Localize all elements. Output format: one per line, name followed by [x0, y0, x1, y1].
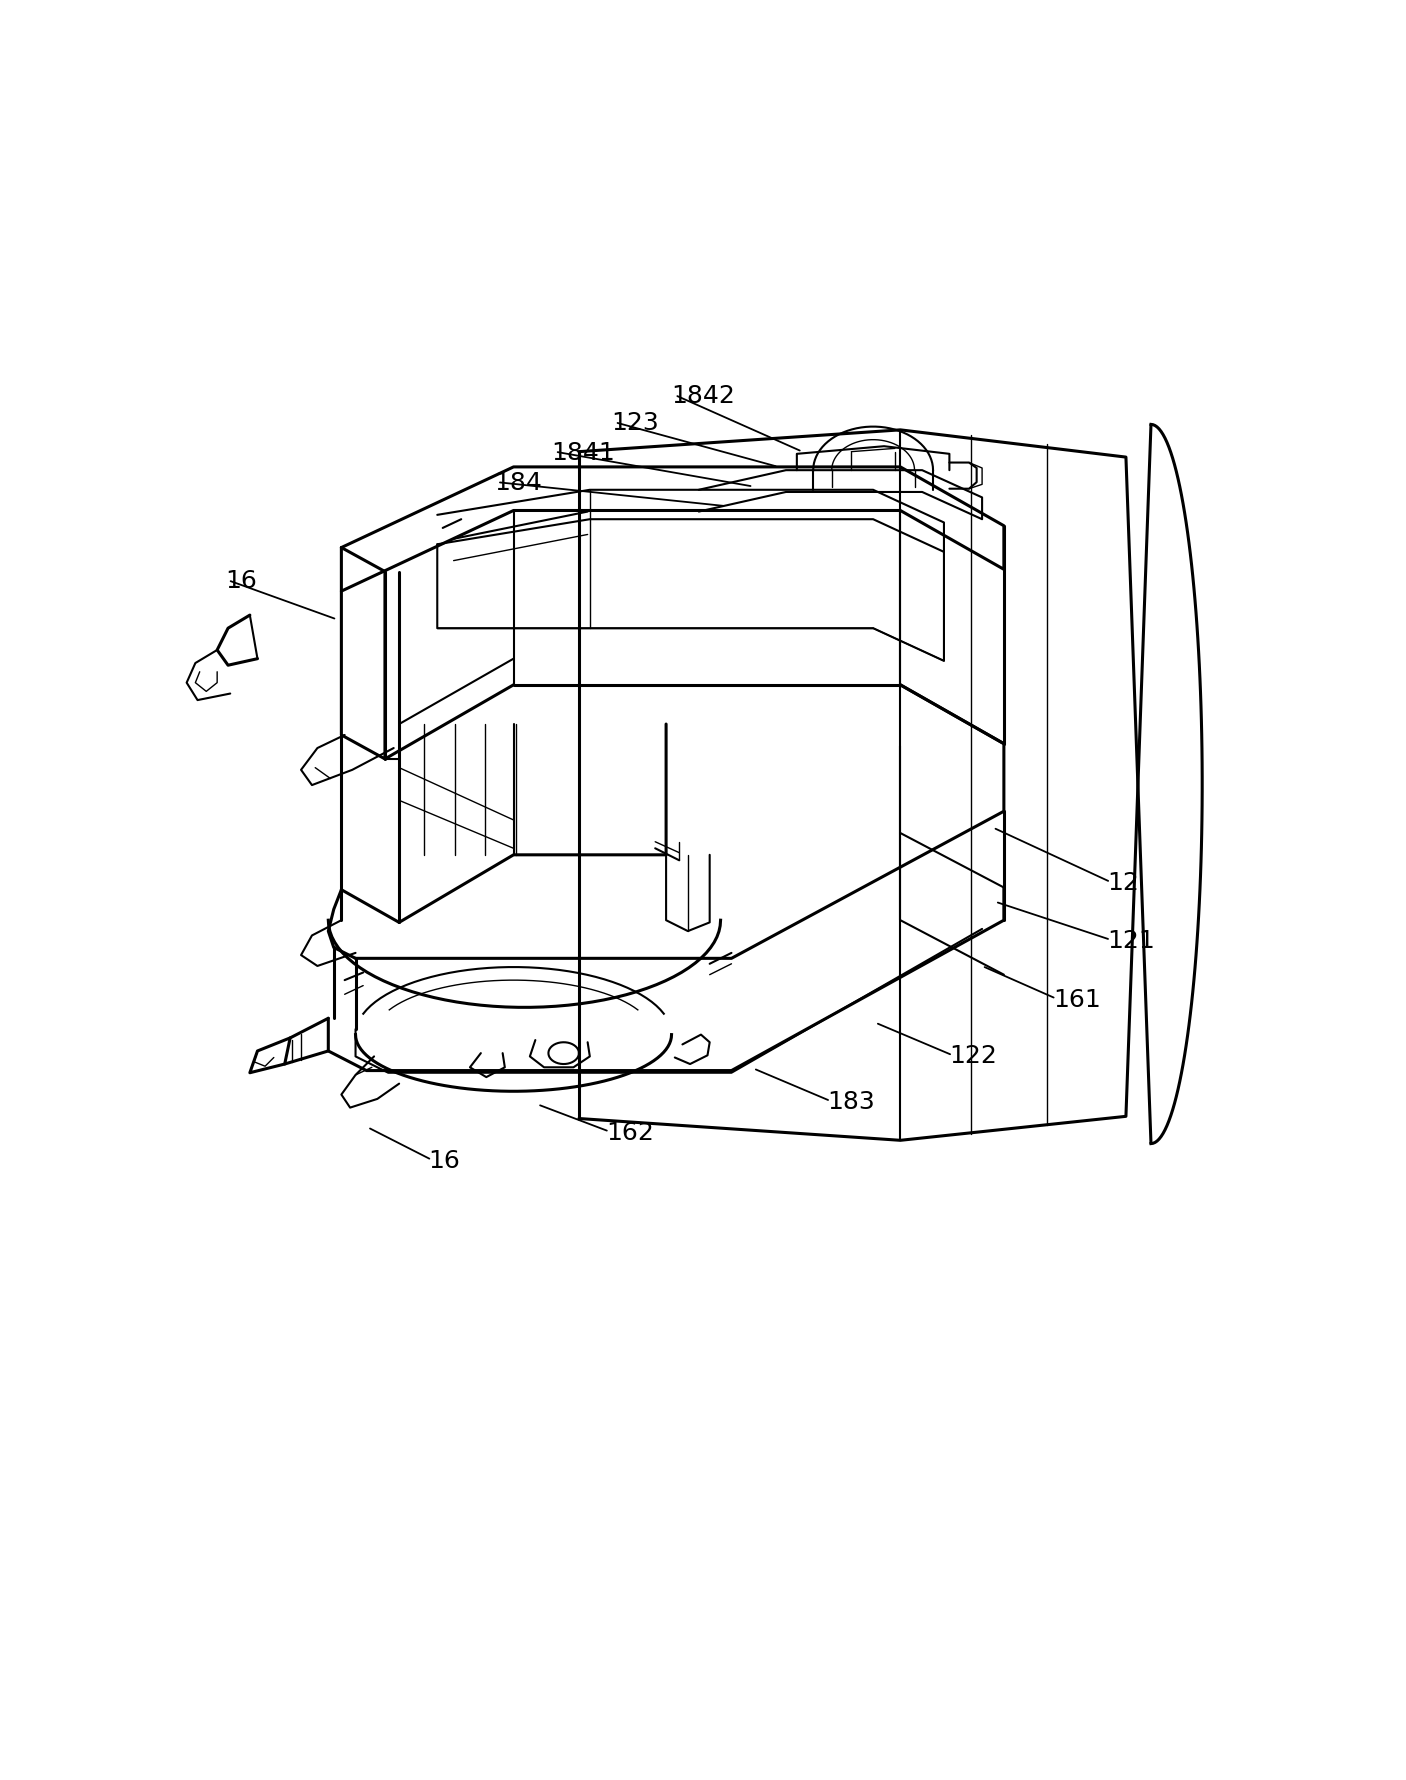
Text: 183: 183	[827, 1089, 875, 1114]
Text: 123: 123	[612, 411, 659, 434]
Text: 184: 184	[494, 472, 541, 495]
Text: 12: 12	[1108, 870, 1139, 895]
Text: 16: 16	[429, 1148, 460, 1173]
Text: 161: 161	[1053, 988, 1101, 1011]
Text: 121: 121	[1108, 929, 1156, 952]
Text: 16: 16	[225, 570, 257, 593]
Text: 1842: 1842	[672, 384, 735, 408]
Text: 122: 122	[949, 1043, 997, 1068]
Text: 1841: 1841	[551, 440, 616, 465]
Text: 162: 162	[606, 1120, 654, 1145]
